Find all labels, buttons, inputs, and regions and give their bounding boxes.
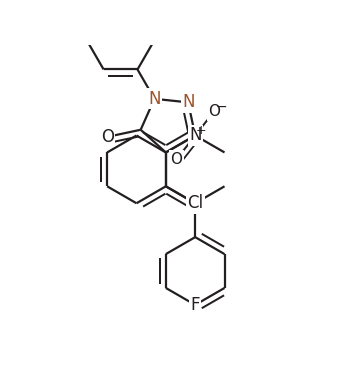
Text: N: N (189, 194, 202, 212)
Text: O: O (208, 104, 220, 119)
Text: O: O (170, 152, 183, 167)
Text: F: F (190, 296, 200, 314)
Text: N: N (189, 126, 202, 144)
Text: +: + (196, 124, 207, 137)
Text: −: − (216, 99, 227, 113)
Text: N: N (182, 93, 194, 111)
Text: N: N (148, 90, 161, 108)
Text: O: O (101, 128, 114, 146)
Text: Cl: Cl (187, 194, 203, 212)
